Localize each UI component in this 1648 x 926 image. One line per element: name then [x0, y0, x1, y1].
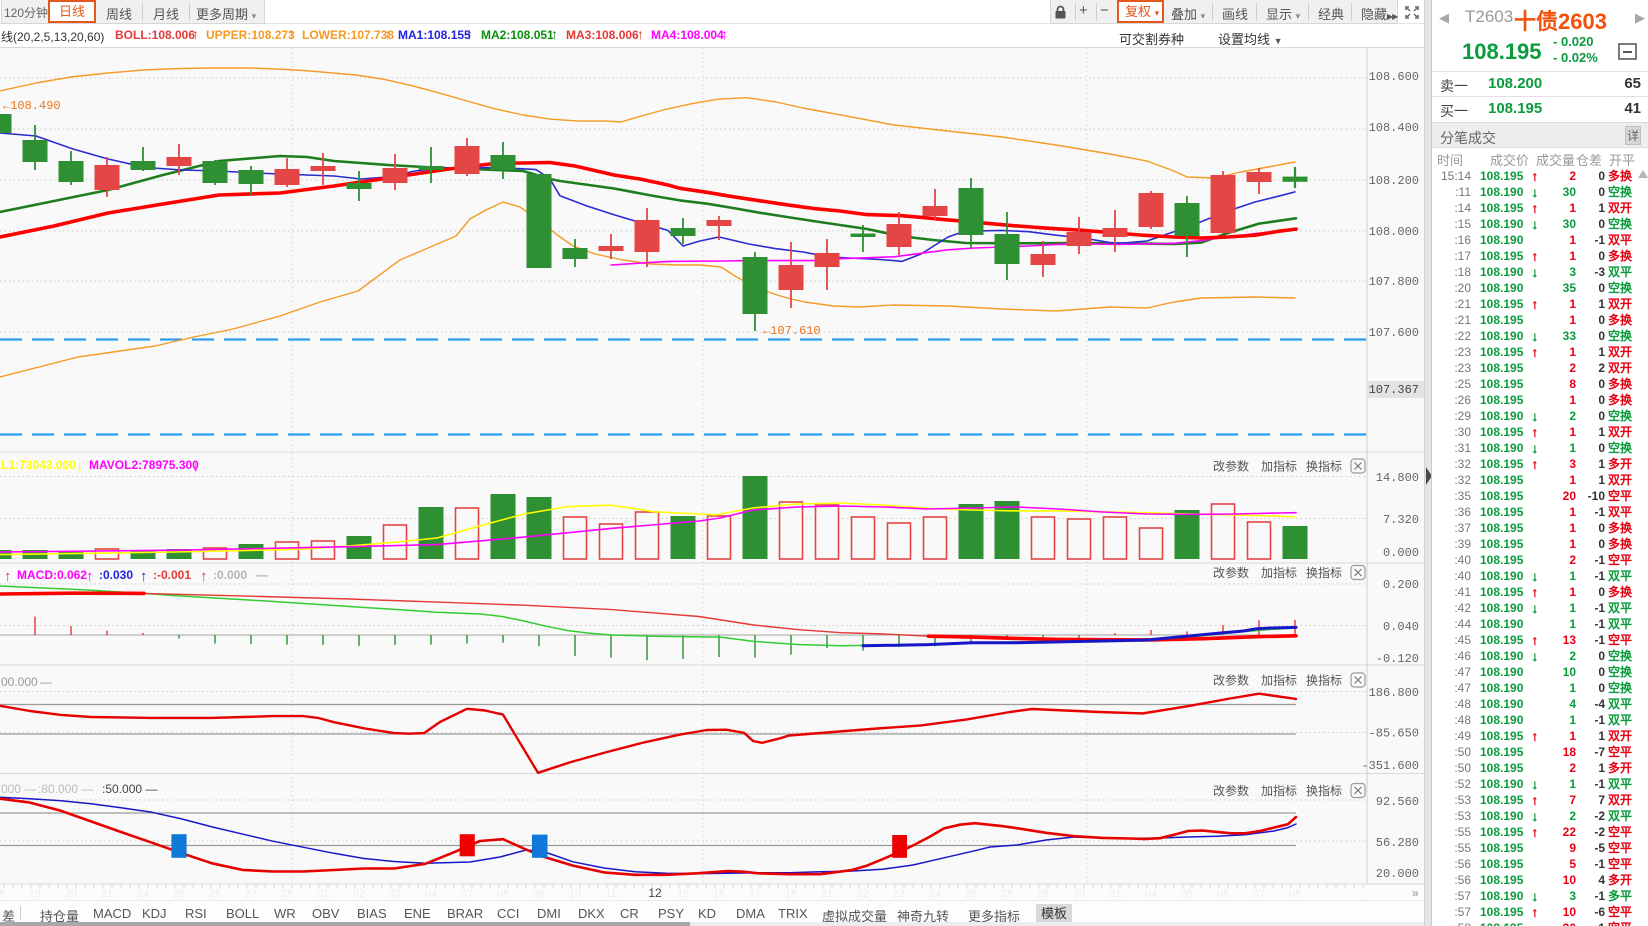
svg-text:-351.600: -351.600: [1361, 759, 1419, 773]
svg-text:27: 27: [245, 888, 257, 900]
svg-text:0.200: 0.200: [1383, 578, 1419, 592]
svg-text::50.000 —: :50.000 —: [102, 782, 157, 796]
svg-text:07: 07: [1253, 888, 1265, 900]
svg-text:108.000: 108.000: [1369, 225, 1419, 239]
svg-text:MAVOL2:78975.300: MAVOL2:78975.300: [89, 458, 199, 472]
svg-text:01: 01: [317, 888, 329, 900]
svg-text:改参数: 改参数: [1213, 459, 1249, 474]
svg-text:17: 17: [749, 888, 761, 900]
svg-text:20.000: 20.000: [1376, 867, 1419, 881]
svg-text:28: 28: [1001, 888, 1013, 900]
svg-text:107.367: 107.367: [1369, 383, 1419, 397]
svg-text::0.030: :0.030: [99, 568, 133, 582]
svg-text:31: 31: [1109, 888, 1121, 900]
svg-text:56.280: 56.280: [1376, 836, 1419, 850]
svg-text:↓: ↓: [192, 458, 200, 475]
svg-text:0.000: 0.000: [1383, 546, 1419, 560]
svg-text:26: 26: [209, 888, 221, 900]
svg-text:—: —: [256, 568, 268, 582]
svg-text:15: 15: [677, 888, 689, 900]
svg-text:24: 24: [137, 888, 149, 900]
svg-text:108.200: 108.200: [1369, 174, 1419, 188]
svg-text:加指标: 加指标: [1261, 783, 1297, 798]
svg-text:加指标: 加指标: [1261, 565, 1297, 580]
svg-text:改参数: 改参数: [1213, 565, 1249, 580]
svg-text:改参数: 改参数: [1213, 673, 1249, 688]
svg-text:换指标: 换指标: [1306, 783, 1342, 798]
svg-text::80.000 —: :80.000 —: [38, 782, 93, 796]
svg-text:↑: ↑: [200, 568, 208, 585]
svg-text:25: 25: [173, 888, 185, 900]
svg-text:92.560: 92.560: [1376, 795, 1419, 809]
svg-text:←108.490: ←108.490: [3, 99, 61, 113]
svg-text:11: 11: [605, 888, 616, 900]
svg-text:21: 21: [101, 888, 113, 900]
svg-text:07: 07: [461, 888, 473, 900]
svg-text:09: 09: [533, 888, 545, 900]
svg-text:↑: ↑: [140, 568, 148, 585]
svg-text:12: 12: [648, 886, 662, 900]
svg-text:20: 20: [65, 888, 77, 900]
svg-text:16: 16: [713, 888, 725, 900]
svg-text:换指标: 换指标: [1306, 673, 1342, 688]
svg-text:06: 06: [1217, 888, 1229, 900]
svg-text::0.000: :0.000: [213, 568, 247, 582]
svg-text:换指标: 换指标: [1306, 565, 1342, 580]
svg-text:↑: ↑: [86, 568, 94, 585]
svg-text::-0.001: :-0.001: [153, 568, 191, 582]
svg-text:—: —: [40, 675, 52, 689]
svg-text:08: 08: [497, 888, 509, 900]
svg-text:02: 02: [353, 888, 365, 900]
svg-text:04: 04: [1145, 888, 1157, 900]
svg-text:MACD:0.062: MACD:0.062: [17, 568, 87, 582]
svg-text:↓: ↓: [76, 458, 84, 475]
svg-text:10: 10: [569, 888, 581, 900]
svg-text:30: 30: [1073, 888, 1085, 900]
svg-text:107.600: 107.600: [1369, 326, 1419, 340]
svg-text:03: 03: [389, 888, 401, 900]
svg-text:14.800: 14.800: [1376, 471, 1419, 485]
svg-text:»: »: [1412, 886, 1419, 900]
svg-text:25: 25: [965, 888, 977, 900]
svg-text:0.040: 0.040: [1383, 620, 1419, 634]
svg-text:换指标: 换指标: [1306, 459, 1342, 474]
svg-text:08: 08: [1289, 888, 1301, 900]
svg-text:改参数: 改参数: [1213, 783, 1249, 798]
svg-text:23: 23: [893, 888, 905, 900]
svg-text:-0.120: -0.120: [1376, 652, 1419, 666]
svg-text:108.400: 108.400: [1369, 121, 1419, 135]
svg-text:-85.650: -85.650: [1369, 727, 1419, 741]
svg-text:7.320: 7.320: [1383, 513, 1419, 527]
svg-text:L1:73043.000: L1:73043.000: [1, 458, 76, 472]
svg-text:↑: ↑: [4, 568, 12, 585]
svg-text:186.800: 186.800: [1369, 686, 1419, 700]
svg-text:←107.610: ←107.610: [763, 324, 821, 338]
svg-text:24: 24: [929, 888, 941, 900]
svg-text:29: 29: [1037, 888, 1049, 900]
svg-text:28: 28: [281, 888, 293, 900]
svg-text:18: 18: [0, 888, 5, 900]
svg-text:18: 18: [785, 888, 797, 900]
svg-text:加指标: 加指标: [1261, 459, 1297, 474]
svg-text:00.000: 00.000: [1, 675, 38, 689]
svg-text:05: 05: [1181, 888, 1193, 900]
svg-text:22: 22: [857, 888, 869, 900]
svg-text:21: 21: [821, 888, 833, 900]
svg-text:加指标: 加指标: [1261, 673, 1297, 688]
svg-text:19: 19: [29, 888, 41, 900]
svg-text:107.800: 107.800: [1369, 275, 1419, 289]
svg-text:000 —: 000 —: [1, 782, 36, 796]
svg-text:108.600: 108.600: [1369, 70, 1419, 84]
svg-text:04: 04: [425, 888, 437, 900]
